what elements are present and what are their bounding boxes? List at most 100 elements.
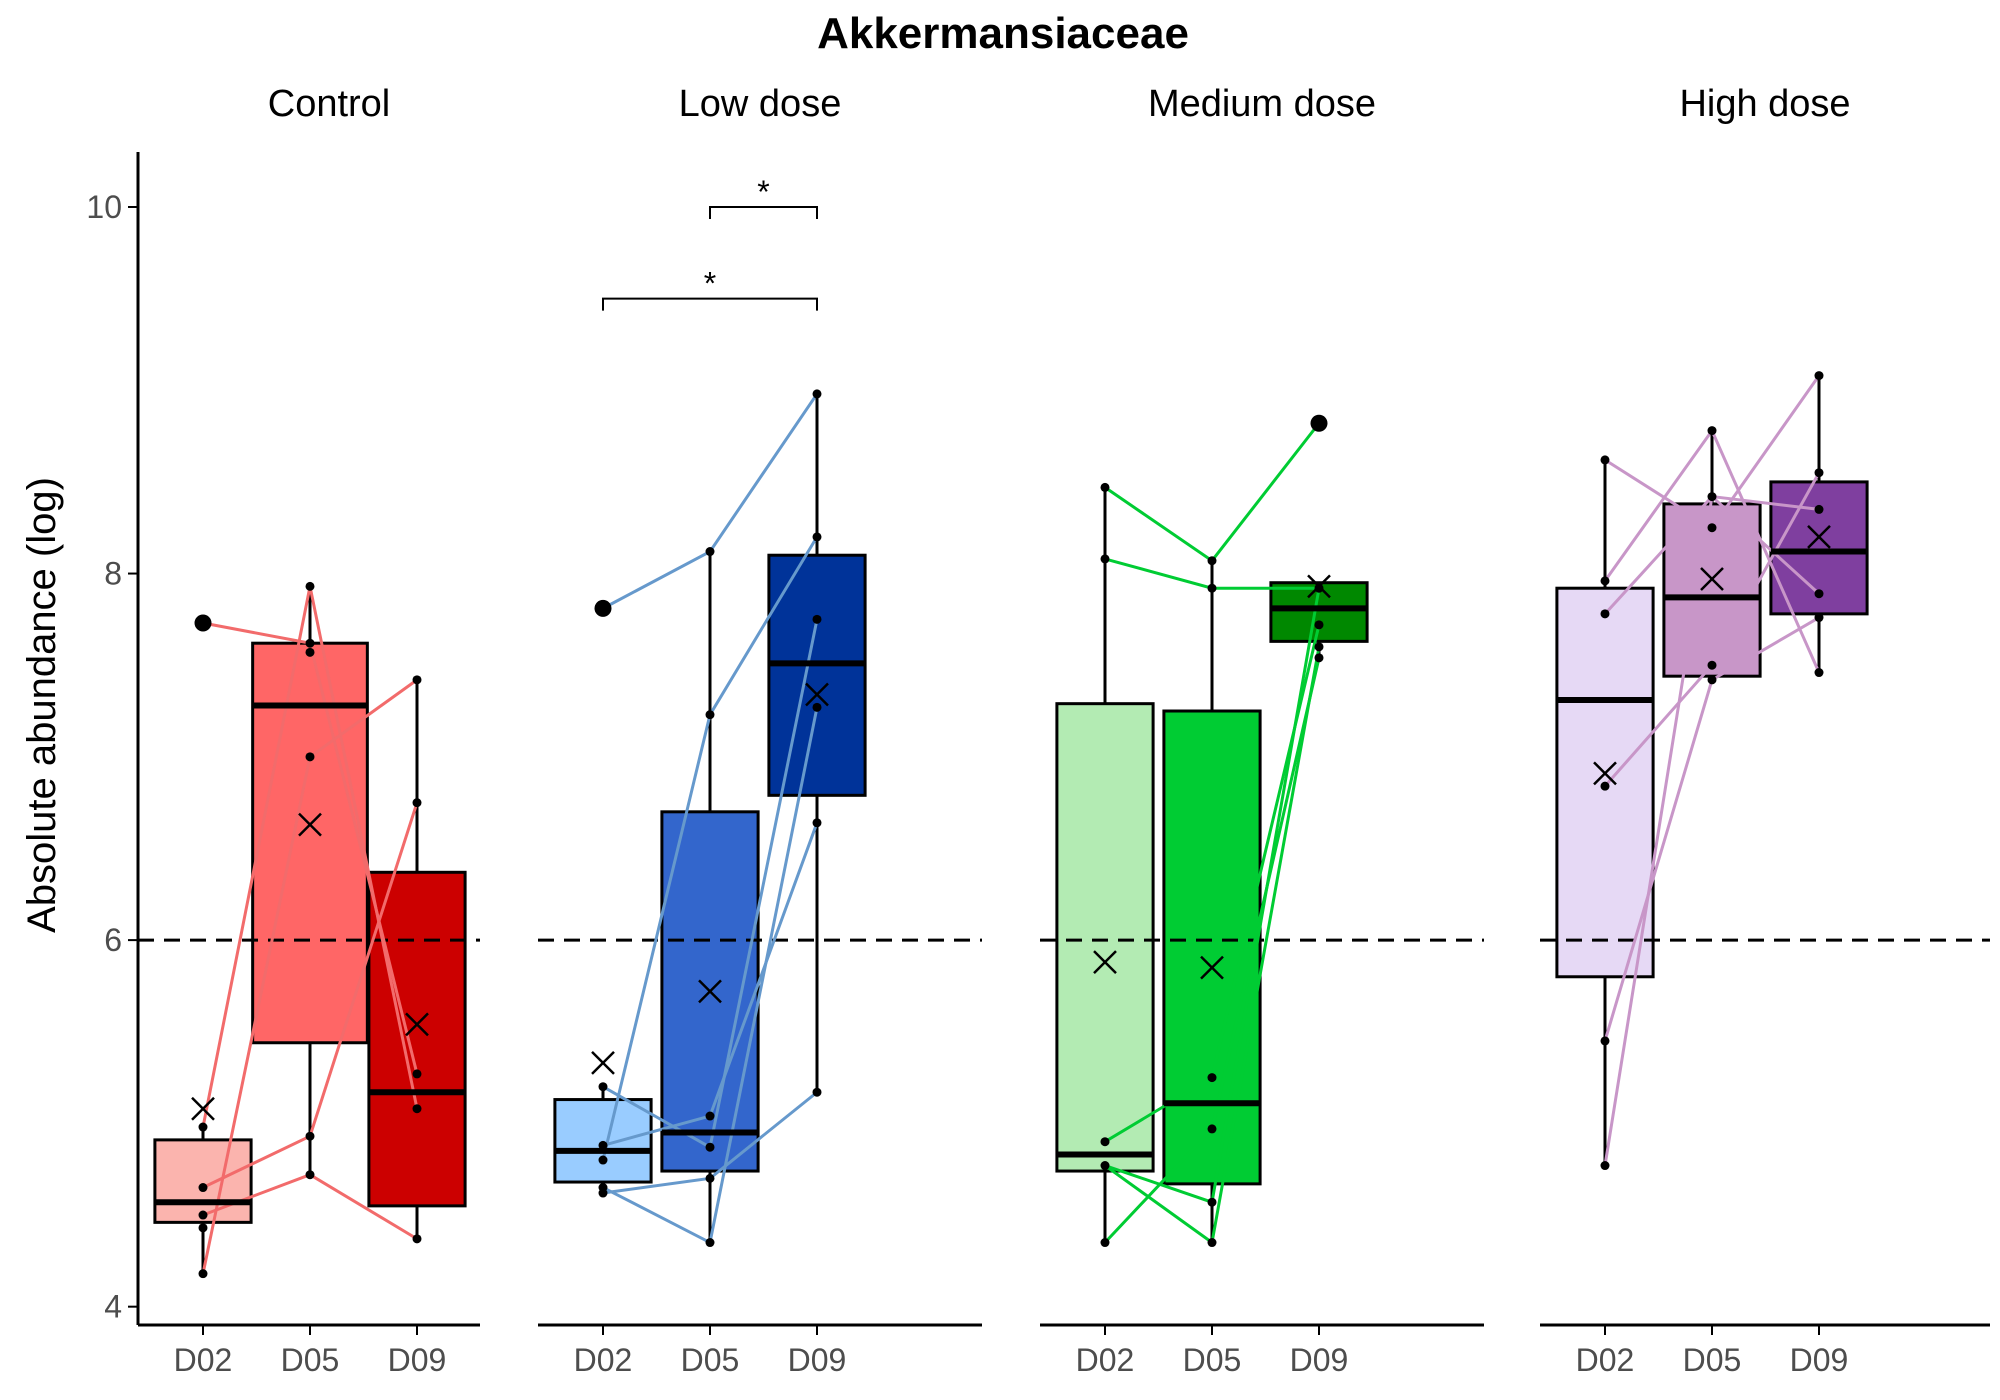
- data-point: [1707, 523, 1717, 533]
- x-tick-label: D05: [281, 1342, 340, 1378]
- x-tick-label: D02: [574, 1342, 633, 1378]
- x-tick-label: D09: [1790, 1342, 1849, 1378]
- data-point: [1600, 576, 1610, 586]
- panel-control: Control D02 D05 D09: [138, 83, 480, 1378]
- data-point: [412, 798, 422, 808]
- paired-line: [1104, 422, 1321, 563]
- data-point: [1600, 1036, 1610, 1046]
- data-point: [305, 1131, 315, 1141]
- data-point: [1707, 660, 1717, 670]
- box: [767, 553, 867, 797]
- data-point: [305, 581, 315, 591]
- mean-marker: [698, 979, 722, 1004]
- panel-title: Low dose: [679, 83, 842, 125]
- data-point: [1600, 455, 1610, 465]
- panel-low-dose: Low dose D02 D05 D09 * *: [538, 83, 982, 1378]
- data-point: [812, 818, 822, 828]
- y-axis-title: Absolute abundance (log): [20, 477, 64, 933]
- box: [1055, 702, 1155, 1173]
- data-point: [705, 1111, 715, 1121]
- x-tick-label: D02: [174, 1342, 233, 1378]
- data-point: [1814, 589, 1824, 599]
- outlier-point: [1310, 414, 1328, 432]
- box: [553, 1098, 653, 1184]
- data-point: [705, 1238, 715, 1248]
- data-point: [598, 1183, 608, 1193]
- data-point: [1814, 504, 1824, 514]
- data-point: [1207, 1124, 1217, 1134]
- data-point: [198, 1210, 208, 1220]
- x-tick-label: D09: [388, 1342, 447, 1378]
- data-point: [305, 1170, 315, 1180]
- data-point: [1207, 1073, 1217, 1083]
- x-tick-label: D02: [1576, 1342, 1635, 1378]
- box: [153, 1138, 253, 1224]
- x-tick-label: D02: [1076, 1342, 1135, 1378]
- data-point: [1207, 1238, 1217, 1248]
- data-point: [1600, 1161, 1610, 1171]
- data-point: [412, 1234, 422, 1244]
- data-point: [1100, 1161, 1110, 1171]
- data-point: [1314, 653, 1324, 663]
- data-point: [1707, 675, 1717, 685]
- data-point: [305, 647, 315, 657]
- data-point: [812, 532, 822, 542]
- x-tick-label: D05: [681, 1342, 740, 1378]
- x-tick-label: D05: [1683, 1342, 1742, 1378]
- significance-bracket: [709, 205, 818, 219]
- data-point: [812, 389, 822, 399]
- x-tick-label: D05: [1183, 1342, 1242, 1378]
- data-point: [198, 1269, 208, 1279]
- y-tick-label: 6: [104, 922, 122, 958]
- data-point: [198, 1223, 208, 1233]
- data-point: [598, 1155, 608, 1165]
- data-point: [305, 752, 315, 762]
- outlier-point: [594, 599, 612, 617]
- outlier-point: [194, 614, 212, 632]
- data-point: [1814, 468, 1824, 478]
- data-point: [812, 702, 822, 712]
- panel-medium-dose: Medium dose D02 D05 D09: [1040, 83, 1484, 1378]
- data-point: [1814, 613, 1824, 623]
- data-point: [705, 1173, 715, 1183]
- data-point: [1100, 554, 1110, 564]
- panel-high-dose: High dose D02 D05 D09: [1540, 83, 1990, 1378]
- data-point: [1314, 642, 1324, 652]
- data-point: [1707, 492, 1717, 502]
- significance-bracket: [602, 297, 818, 311]
- data-point: [598, 1140, 608, 1150]
- panel-title: Medium dose: [1148, 83, 1376, 125]
- mean-marker: [1807, 525, 1831, 549]
- data-point: [1600, 609, 1610, 619]
- mean-marker: [1700, 567, 1724, 591]
- box: [251, 641, 369, 1045]
- x-tick-label: D09: [1290, 1342, 1349, 1378]
- data-point: [305, 638, 315, 648]
- data-point: [705, 710, 715, 720]
- mean-marker: [1593, 761, 1617, 786]
- data-point: [1814, 668, 1824, 678]
- box: [1162, 709, 1262, 1186]
- mean-marker: [1200, 955, 1224, 980]
- data-point: [412, 1069, 422, 1079]
- y-tick-label: 10: [86, 189, 122, 225]
- data-point: [1600, 781, 1610, 791]
- mean-marker: [191, 1096, 215, 1121]
- data-point: [412, 675, 422, 685]
- mean-marker: [805, 682, 829, 707]
- mean-marker: [405, 1012, 429, 1037]
- significance-label: *: [757, 174, 769, 210]
- data-point: [598, 1082, 608, 1092]
- panels-group: 4 6 8 10 Control D02 D05 D09 Low dose D02 D05 D09 * *…: [86, 83, 1990, 1378]
- mean-marker: [1093, 950, 1117, 974]
- data-point: [812, 614, 822, 624]
- data-point: [812, 1087, 822, 1097]
- mean-marker: [298, 812, 322, 837]
- significance-label: *: [704, 266, 716, 302]
- mean-marker: [591, 1051, 615, 1075]
- data-point: [1100, 1137, 1110, 1147]
- panel-title: Control: [268, 83, 391, 125]
- data-point: [198, 1183, 208, 1193]
- data-point: [1207, 583, 1217, 593]
